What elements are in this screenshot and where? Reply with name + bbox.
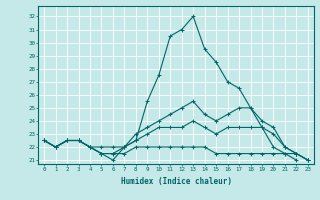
X-axis label: Humidex (Indice chaleur): Humidex (Indice chaleur) bbox=[121, 177, 231, 186]
